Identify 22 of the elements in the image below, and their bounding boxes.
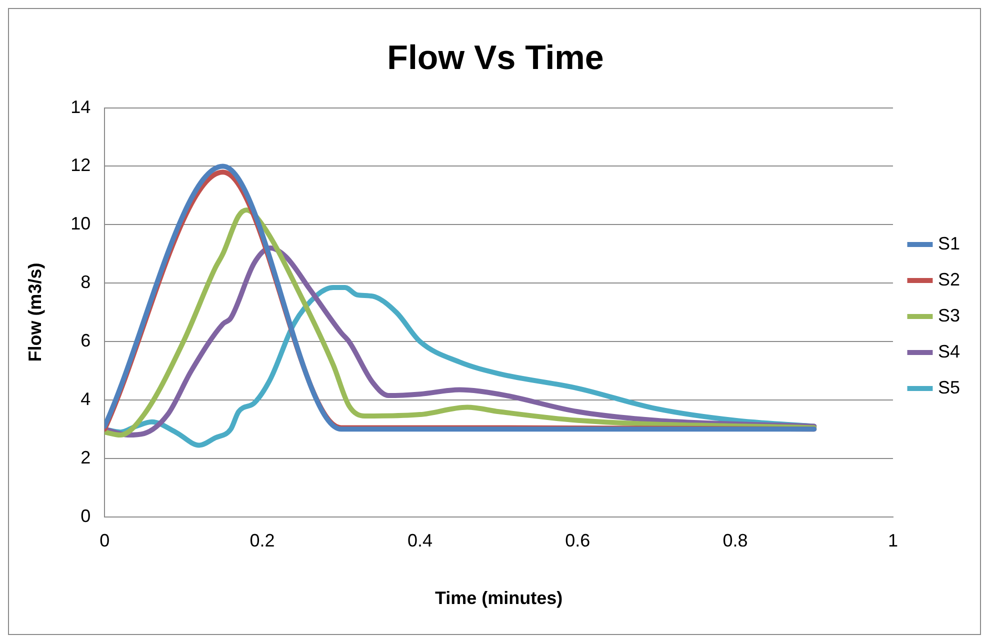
y-tick-label: 0 xyxy=(80,506,91,526)
y-tick-label: 8 xyxy=(80,272,91,292)
y-axis-title: Flow (m3/s) xyxy=(24,262,45,362)
x-tick-label: 0 xyxy=(100,530,110,551)
legend-label: S3 xyxy=(938,305,960,326)
x-tick-label: 0.6 xyxy=(565,530,590,551)
y-tick-label: 4 xyxy=(80,388,91,409)
x-tick-label: 0.8 xyxy=(722,530,748,551)
y-tick-label: 14 xyxy=(70,96,91,117)
y-tick-label: 12 xyxy=(70,155,91,176)
y-tick-label: 2 xyxy=(80,447,91,468)
legend-label: S5 xyxy=(938,377,960,398)
x-tick-label: 1 xyxy=(888,530,898,551)
y-tick-label: 10 xyxy=(70,214,91,234)
y-tick-label: 6 xyxy=(80,330,91,350)
x-axis-title: Time (minutes) xyxy=(434,588,563,608)
x-tick-label: 0.2 xyxy=(250,530,275,551)
chart-title: Flow Vs Time xyxy=(387,38,604,77)
legend-label: S2 xyxy=(938,269,960,290)
legend-label: S4 xyxy=(938,341,960,362)
x-tick-label: 0.4 xyxy=(407,530,432,551)
legend-label: S1 xyxy=(938,233,960,254)
